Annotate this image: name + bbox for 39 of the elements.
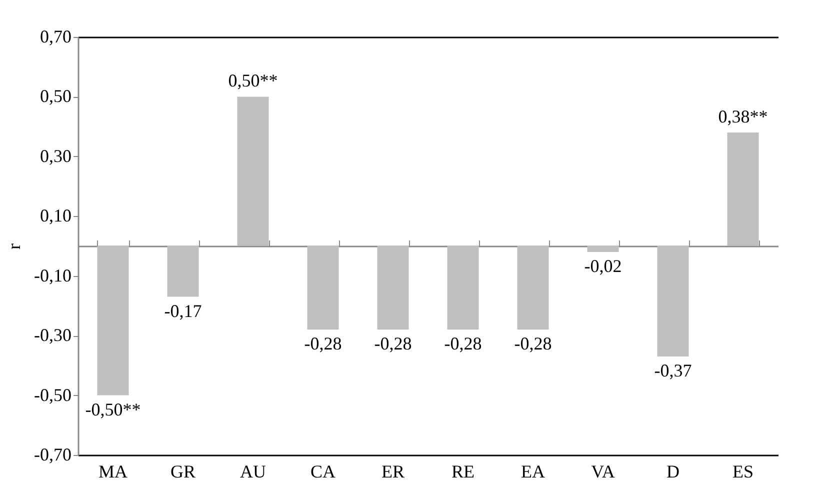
x-tick-label: RE	[451, 462, 475, 482]
y-tick-label: -0,10	[34, 265, 72, 286]
data-label: -0,37	[654, 360, 692, 380]
bar	[167, 246, 199, 297]
x-tick-label: ER	[381, 462, 405, 482]
y-tick-label: -0,50	[34, 384, 72, 405]
y-tick-label: -0,70	[34, 444, 72, 464]
data-label: 0,38**	[718, 106, 768, 127]
y-tick-label: -0,30	[34, 325, 72, 346]
y-tick-label: 0,30	[40, 146, 72, 166]
y-tick-label: 0,10	[40, 206, 72, 226]
y-axis-title: r	[4, 244, 24, 250]
data-label: -0,28	[304, 334, 342, 354]
x-tick-label: D	[666, 462, 680, 482]
data-label: 0,50**	[228, 70, 278, 91]
data-label: -0,02	[584, 256, 622, 276]
x-tick-label: MA	[98, 462, 128, 482]
bar	[517, 246, 549, 330]
x-tick-label: AU	[240, 462, 266, 482]
data-label: -0,28	[374, 334, 412, 354]
bar	[377, 246, 409, 330]
x-tick-label: CA	[310, 462, 336, 482]
bar	[307, 246, 339, 330]
x-tick-label: EA	[521, 462, 545, 482]
x-tick-label: GR	[170, 462, 196, 482]
y-tick-label: 0,50	[40, 86, 72, 106]
x-tick-label: VA	[591, 462, 615, 482]
bar	[447, 246, 479, 330]
bar	[657, 246, 689, 356]
data-label: -0,17	[164, 300, 202, 321]
data-label: -0,50**	[85, 399, 141, 420]
y-tick-label: 0,70	[40, 26, 72, 46]
data-label: -0,28	[514, 334, 552, 354]
bar	[727, 132, 759, 246]
bar	[587, 246, 619, 252]
bar	[237, 96, 269, 246]
bar	[97, 246, 129, 396]
x-tick-label: ES	[732, 462, 754, 482]
data-label: -0,28	[444, 334, 482, 354]
